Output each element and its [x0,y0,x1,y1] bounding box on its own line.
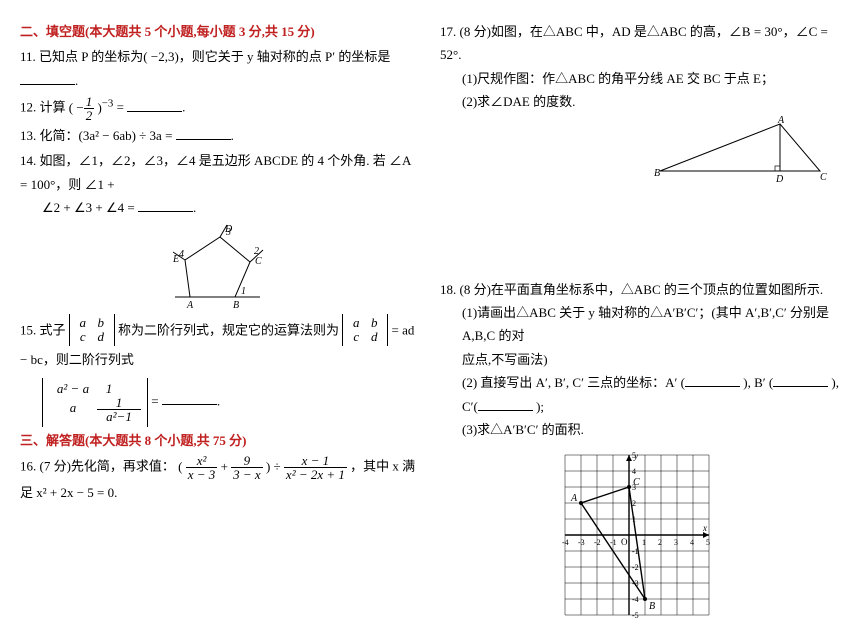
q17-num: 17. [440,24,456,39]
svg-text:y: y [633,451,638,461]
q15-eq: = [151,393,158,408]
section-3-title: 三、解答题(本大题共 8 个小题,共 75 分) [20,429,420,452]
svg-text:O: O [621,537,628,547]
q18-p1b: 应点,不写画法) [440,348,840,371]
svg-text:D: D [775,174,784,185]
svg-text:-3: -3 [578,538,585,547]
blank[interactable] [478,398,533,411]
q13-num: 13. [20,128,36,143]
svg-text:2: 2 [632,499,636,508]
svg-text:B: B [233,300,239,311]
fig-triangle: A B C D [440,116,840,186]
svg-text:x: x [702,523,707,533]
q12: 12. 计算 ( −12 )−3 = . [20,94,420,122]
svg-text:4: 4 [179,249,184,260]
q12-eq: = [117,100,124,115]
svg-text:1: 1 [642,538,646,547]
q14-t2: ∠2 + ∠3 + ∠4 = [42,200,135,215]
q15: 15. 式子 ab cd 称为二阶行列式，规定它的运算法则为 ab cd = a… [20,314,420,427]
q14-t1: 如图，∠1，∠2，∠3，∠4 是五边形 ABCDE 的 4 个外角. 若 ∠A … [20,153,411,191]
svg-text:-1: -1 [610,538,617,547]
blank[interactable] [162,392,217,405]
q17: 17. (8 分)如图，在△ABC 中，AD 是△ABC 的高，∠B = 30°… [440,20,840,114]
svg-text:B: B [649,601,655,612]
svg-text:C: C [255,256,262,267]
svg-text:A: A [777,116,785,126]
svg-text:4: 4 [632,467,636,476]
q12-num: 12. [20,100,36,115]
q15-t1: 式子 [40,322,66,337]
q18-t1: (8 分)在平面直角坐标系中，△ABC 的三个顶点的位置如图所示. [460,282,824,297]
q13-text: 化简：(3a² − 6ab) ÷ 3a = [40,128,173,143]
q15-num: 15. [20,322,36,337]
blank[interactable] [685,374,740,387]
q15-t2: 称为二阶行列式，规定它的运算法则为 [118,322,339,337]
svg-text:C: C [633,477,640,488]
svg-text:-2: -2 [594,538,601,547]
svg-text:2: 2 [254,246,259,257]
q17-p2: (2)求∠DAE 的度数. [440,90,840,113]
blank[interactable] [176,127,231,140]
svg-text:-4: -4 [632,595,639,604]
q18-p2: (2) 直接写出 A′, B′, C′ 三点的坐标：A′ ( ), B′ ( )… [440,371,840,394]
q11: 11. 已知点 P 的坐标为( −2,3)，则它关于 y 轴对称的点 P′ 的坐… [20,45,420,92]
svg-text:3: 3 [674,538,678,547]
svg-text:A: A [186,300,194,311]
blank[interactable] [20,72,75,85]
q16-num: 16. [20,459,36,474]
q13: 13. 化简：(3a² − 6ab) ÷ 3a = . [20,124,420,147]
svg-text:2: 2 [658,538,662,547]
section-2-title: 二、填空题(本大题共 5 个小题,每小题 3 分,共 15 分) [20,20,420,43]
q18-p3: (3)求△A′B′C′ 的面积. [440,418,840,441]
fig-pentagon: A B C D E 1 2 3 4 [20,222,420,312]
q14: 14. 如图，∠1，∠2，∠3，∠4 是五边形 ABCDE 的 4 个外角. 若… [20,149,420,219]
fig-coordinate-grid: -4-3-2-112345-5-4-3-2-112345OxyABC [440,445,840,635]
blank[interactable] [127,99,182,112]
q14-num: 14. [20,153,36,168]
svg-text:B: B [654,168,660,179]
svg-text:C: C [820,172,827,183]
q11-num: 11. [20,49,36,64]
blank[interactable] [773,374,828,387]
svg-text:3: 3 [225,227,231,238]
svg-text:-2: -2 [632,563,639,572]
svg-text:-5: -5 [632,611,639,620]
blank[interactable] [138,199,193,212]
q16-t1: (7 分)先化简，再求值： [40,459,175,474]
q18: 18. (8 分)在平面直角坐标系中，△ABC 的三个顶点的位置如图所示. (1… [440,278,840,442]
q18-num: 18. [440,282,456,297]
q12-t1: 计算 [40,100,66,115]
svg-text:A: A [570,493,578,504]
svg-text:-4: -4 [562,538,569,547]
svg-text:5: 5 [706,538,710,547]
q17-t1: (8 分)如图，在△ABC 中，AD 是△ABC 的高，∠B = 30°，∠C … [440,24,828,62]
left-column: 二、填空题(本大题共 5 个小题,每小题 3 分,共 15 分) 11. 已知点… [0,0,430,609]
q11-text: 已知点 P 的坐标为( −2,3)，则它关于 y 轴对称的点 P′ 的坐标是 [39,49,390,64]
q17-p1: (1)尺规作图：作△ABC 的角平分线 AE 交 BC 于点 E； [440,67,840,90]
svg-text:4: 4 [690,538,694,547]
svg-text:1: 1 [241,286,246,297]
right-column: 17. (8 分)如图，在△ABC 中，AD 是△ABC 的高，∠B = 30°… [430,0,860,609]
q18-p1a: (1)请画出△ABC 关于 y 轴对称的△A′B′C′；(其中 A′,B′,C′… [440,301,840,348]
q16: 16. (7 分)先化简，再求值： ( x²x − 3 + 93 − x ) ÷… [20,454,420,504]
